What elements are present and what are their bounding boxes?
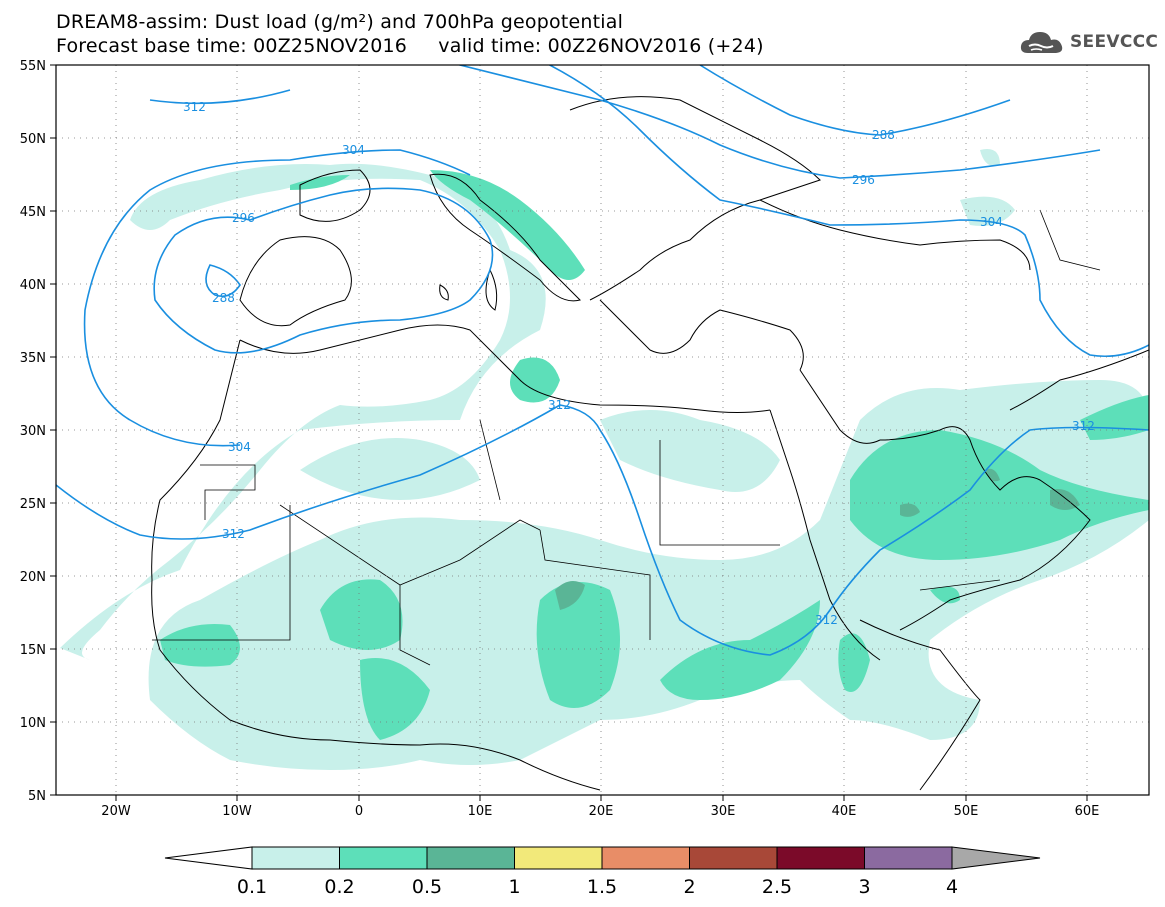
colorbar-level-label: 0.1: [237, 876, 267, 898]
seevccc-logo: SEEVCCC: [1018, 26, 1158, 58]
colorbar-level-label: 2: [683, 876, 695, 898]
contour-label: 304: [980, 215, 1003, 229]
contour-label: 312: [222, 527, 245, 541]
map-title: DREAM8-assim: Dust load (g/m²) and 700hP…: [56, 11, 624, 33]
contour-labels: 312 304 296 288 288 296 304 312 312 304 …: [183, 100, 1095, 627]
y-tick-label: 45N: [20, 205, 46, 220]
colorbar-level-label: 3: [858, 876, 870, 898]
colorbar-box: [339, 846, 428, 870]
logo-text: SEEVCCC: [1070, 32, 1159, 52]
y-tick-label: 15N: [20, 643, 46, 658]
y-tick-label: 5N: [28, 789, 46, 804]
contour-label: 296: [232, 211, 255, 225]
axis-ticks: [50, 64, 1088, 801]
contour-label: 312: [183, 100, 206, 114]
y-axis-labels: 55N 50N 45N 40N 35N 30N 25N 20N 15N 10N …: [20, 59, 46, 804]
cloud-icon: [1020, 32, 1063, 53]
geopotential-contours: [56, 65, 1149, 656]
y-tick-label: 25N: [20, 497, 46, 512]
y-tick-label: 40N: [20, 278, 46, 293]
grid-lines: [56, 65, 1149, 795]
x-tick-label: 20E: [589, 804, 614, 819]
dust-field: [60, 149, 1149, 770]
y-tick-label: 10N: [20, 716, 46, 731]
contour-label: 304: [228, 440, 251, 454]
colorbar-labels: 0.1 0.2 0.5 1 1.5 2 2.5 3 4: [237, 876, 958, 898]
contour-label: 288: [872, 128, 895, 142]
dust-level-0.2: [160, 170, 1149, 740]
y-tick-label: 50N: [20, 132, 46, 147]
colorbar-box: [689, 846, 778, 870]
y-tick-label: 35N: [20, 351, 46, 366]
colorbar: 0.1 0.2 0.5 1 1.5 2 2.5 3 4: [164, 846, 1041, 898]
dust-level-0.5: [555, 468, 1080, 610]
forecast-time-subtitle: Forecast base time: 00Z25NOV2016 valid t…: [56, 35, 764, 57]
colorbar-box: [426, 846, 515, 870]
x-axis-labels: 20W 10W 0 10E 20E 30E 40E 50E 60E: [101, 804, 1099, 819]
y-tick-label: 30N: [20, 424, 46, 439]
borders: [152, 209, 1101, 666]
colorbar-box: [514, 846, 603, 870]
colorbar-low-arrow: [164, 846, 253, 870]
x-tick-label: 20W: [101, 804, 131, 819]
y-tick-label: 55N: [20, 59, 46, 74]
contour-label: 312: [548, 398, 571, 412]
colorbar-level-label: 0.2: [324, 876, 354, 898]
x-tick-label: 40E: [832, 804, 857, 819]
colorbar-box: [251, 846, 340, 870]
colorbar-level-label: 0.5: [412, 876, 442, 898]
contour-label: 312: [815, 613, 838, 627]
x-tick-label: 50E: [954, 804, 979, 819]
x-tick-label: 60E: [1075, 804, 1100, 819]
colorbar-high-arrow: [951, 846, 1041, 870]
contour-label: 296: [852, 173, 875, 187]
colorbar-level-label: 1: [508, 876, 520, 898]
colorbar-level-label: 2.5: [762, 876, 792, 898]
coastlines: [151, 96, 1149, 791]
colorbar-box: [776, 846, 865, 870]
contour-label: 312: [1072, 419, 1095, 433]
x-tick-label: 10E: [468, 804, 493, 819]
colorbar-level-label: 4: [946, 876, 958, 898]
x-tick-label: 10W: [222, 804, 252, 819]
colorbar-level-label: 1.5: [587, 876, 617, 898]
x-tick-label: 30E: [711, 804, 736, 819]
colorbar-box: [601, 846, 690, 870]
contour-label: 288: [212, 291, 235, 305]
colorbar-box: [864, 846, 953, 870]
x-tick-label: 0: [355, 804, 363, 819]
y-tick-label: 20N: [20, 570, 46, 585]
colorbar-boxes: [251, 846, 953, 870]
contour-label: 304: [342, 143, 365, 157]
